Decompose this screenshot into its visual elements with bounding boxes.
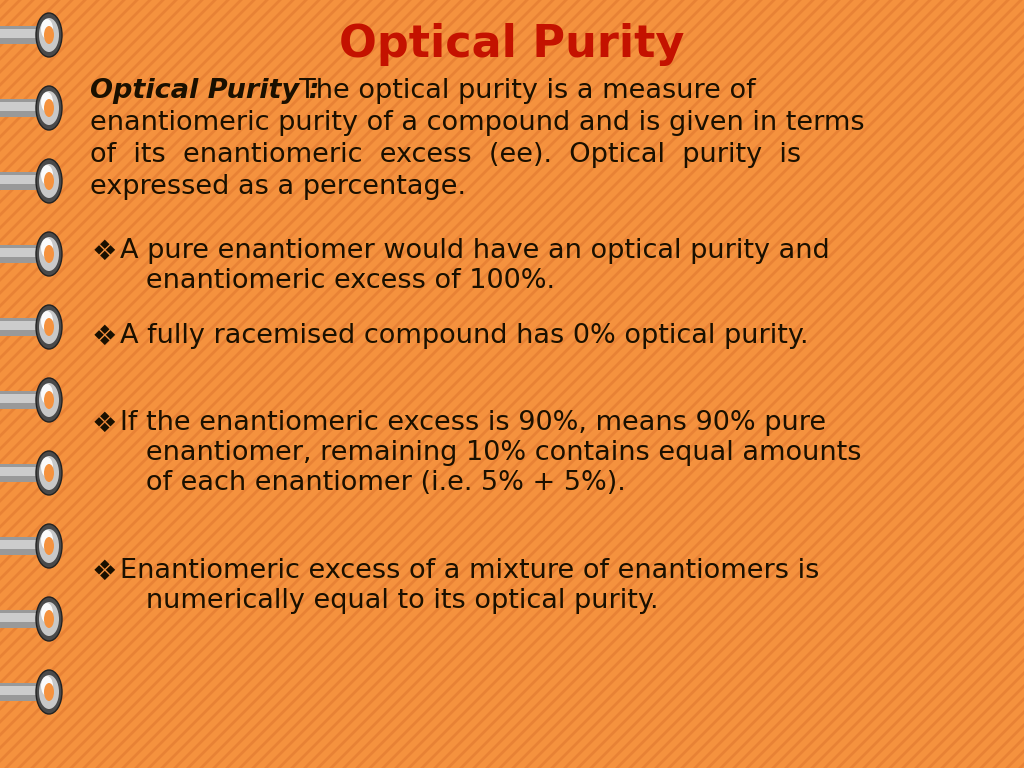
Ellipse shape (39, 310, 59, 344)
Text: of each enantiomer (i.e. 5% + 5%).: of each enantiomer (i.e. 5% + 5%). (120, 470, 626, 496)
Ellipse shape (36, 13, 62, 57)
FancyArrow shape (0, 466, 57, 475)
FancyArrow shape (0, 99, 57, 117)
Ellipse shape (36, 232, 62, 276)
Text: expressed as a percentage.: expressed as a percentage. (90, 174, 466, 200)
Ellipse shape (41, 19, 53, 39)
FancyArrow shape (0, 610, 57, 628)
Ellipse shape (36, 159, 62, 203)
Ellipse shape (39, 237, 59, 271)
Text: Optical Purity :: Optical Purity : (90, 78, 319, 104)
FancyArrow shape (0, 613, 57, 621)
Ellipse shape (39, 602, 59, 636)
Text: The optical purity is a measure of: The optical purity is a measure of (282, 78, 756, 104)
Ellipse shape (44, 26, 54, 44)
Ellipse shape (41, 92, 53, 112)
Ellipse shape (36, 378, 62, 422)
Ellipse shape (36, 86, 62, 130)
FancyArrow shape (0, 464, 57, 482)
Ellipse shape (44, 537, 54, 555)
Ellipse shape (39, 529, 59, 563)
Ellipse shape (41, 384, 53, 404)
FancyArrow shape (0, 172, 57, 190)
FancyArrow shape (0, 539, 57, 548)
FancyArrow shape (0, 391, 57, 409)
Ellipse shape (44, 318, 54, 336)
Text: Enantiomeric excess of a mixture of enantiomers is: Enantiomeric excess of a mixture of enan… (120, 558, 819, 584)
Ellipse shape (41, 676, 53, 696)
FancyArrow shape (0, 101, 57, 111)
Ellipse shape (36, 524, 62, 568)
Ellipse shape (41, 165, 53, 185)
Ellipse shape (39, 456, 59, 490)
FancyArrow shape (0, 318, 57, 336)
Text: enantiomeric purity of a compound and is given in terms: enantiomeric purity of a compound and is… (90, 110, 864, 136)
Ellipse shape (41, 603, 53, 623)
Ellipse shape (44, 610, 54, 628)
FancyArrow shape (0, 320, 57, 329)
FancyArrow shape (0, 686, 57, 694)
Ellipse shape (44, 245, 54, 263)
Ellipse shape (36, 305, 62, 349)
Ellipse shape (39, 383, 59, 417)
Text: numerically equal to its optical purity.: numerically equal to its optical purity. (120, 588, 658, 614)
Text: ❖: ❖ (92, 323, 118, 351)
FancyArrow shape (0, 683, 57, 701)
Ellipse shape (44, 683, 54, 701)
Text: ❖: ❖ (92, 558, 118, 586)
Text: A fully racemised compound has 0% optical purity.: A fully racemised compound has 0% optica… (120, 323, 809, 349)
Text: enantiomer, remaining 10% contains equal amounts: enantiomer, remaining 10% contains equal… (120, 440, 861, 466)
Text: If the enantiomeric excess is 90%, means 90% pure: If the enantiomeric excess is 90%, means… (120, 410, 826, 436)
Text: A pure enantiomer would have an optical purity and: A pure enantiomer would have an optical … (120, 238, 829, 264)
Ellipse shape (36, 597, 62, 641)
FancyArrow shape (0, 26, 57, 44)
Ellipse shape (41, 530, 53, 550)
Ellipse shape (44, 391, 54, 409)
FancyArrow shape (0, 245, 57, 263)
Ellipse shape (44, 99, 54, 117)
Text: ❖: ❖ (92, 238, 118, 266)
Ellipse shape (39, 164, 59, 198)
Ellipse shape (36, 670, 62, 714)
FancyArrow shape (0, 28, 57, 38)
Ellipse shape (39, 91, 59, 125)
FancyArrow shape (0, 393, 57, 402)
Text: Optical Purity: Optical Purity (339, 23, 685, 66)
Ellipse shape (39, 18, 59, 52)
Ellipse shape (36, 451, 62, 495)
Ellipse shape (44, 464, 54, 482)
Ellipse shape (41, 457, 53, 477)
Ellipse shape (41, 311, 53, 331)
Ellipse shape (41, 238, 53, 258)
Text: enantiomeric excess of 100%.: enantiomeric excess of 100%. (120, 268, 555, 294)
Ellipse shape (44, 172, 54, 190)
FancyArrow shape (0, 174, 57, 184)
FancyArrow shape (0, 537, 57, 555)
Text: of  its  enantiomeric  excess  (ee).  Optical  purity  is: of its enantiomeric excess (ee). Optical… (90, 142, 801, 168)
FancyArrow shape (0, 247, 57, 257)
Ellipse shape (39, 675, 59, 709)
Text: ❖: ❖ (92, 410, 118, 438)
